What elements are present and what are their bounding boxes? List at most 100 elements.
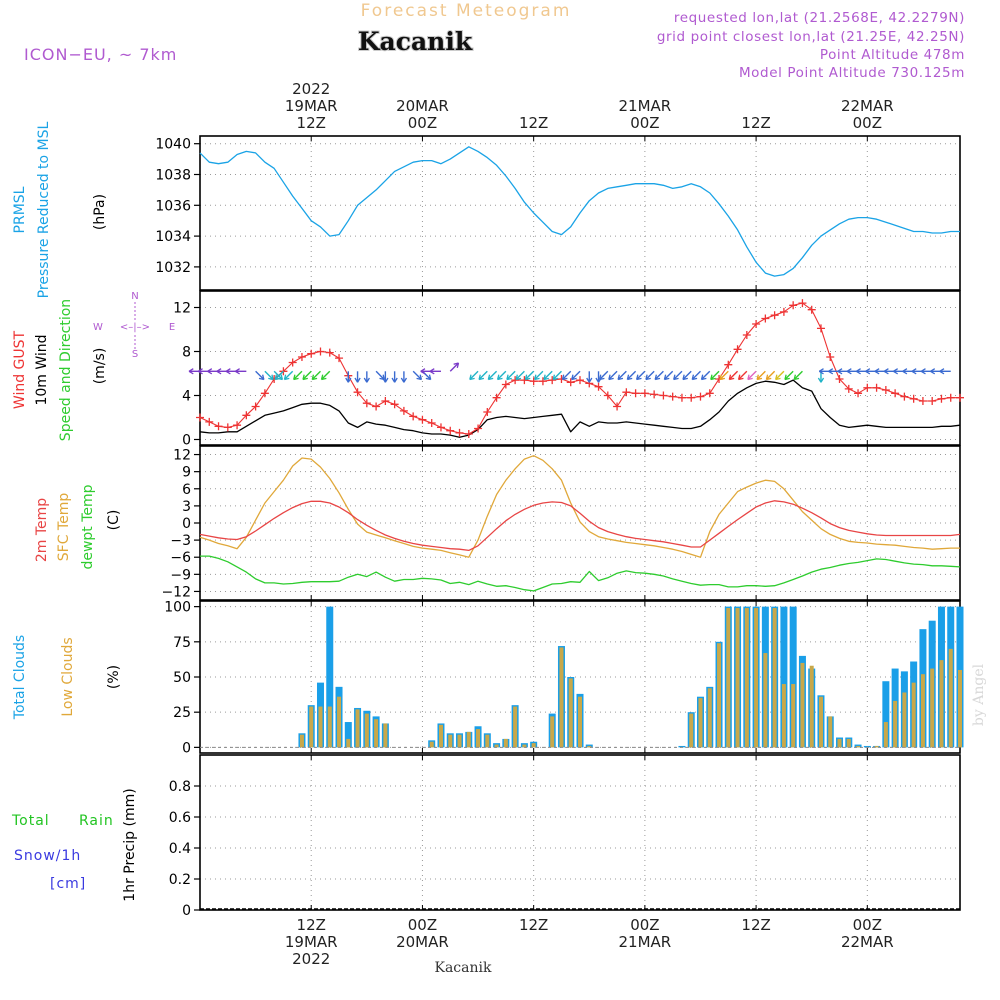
top-time-label: 2022 — [292, 80, 330, 98]
wind-gust-marker — [881, 386, 890, 394]
wind-direction-arrow — [273, 370, 283, 381]
wind-gust-marker — [733, 345, 742, 354]
top-time-label: 21MAR — [619, 97, 672, 115]
wind-direction-arrow — [636, 370, 646, 381]
wind-gust-marker — [816, 324, 825, 333]
wind-direction-arrowhead — [691, 374, 698, 381]
wind-direction-arrow — [561, 370, 572, 381]
wind-frame — [199, 290, 961, 446]
low-clouds-bar — [364, 713, 369, 748]
wind-direction-arrowhead — [737, 374, 744, 381]
wind-gust-marker — [251, 402, 260, 411]
low-clouds-bar — [800, 662, 805, 748]
temp-frame — [199, 445, 961, 601]
wind-gust-marker — [835, 375, 844, 383]
temp-ytick-label: −3 — [170, 533, 191, 549]
precip-ytick-label: 0 — [182, 903, 191, 919]
wind-direction-arrow — [264, 370, 274, 381]
precip-rain-label: Rain — [79, 813, 114, 829]
top-time-label: 00Z — [853, 114, 882, 132]
low-clouds-bar — [754, 608, 759, 748]
wind-direction-arrow — [449, 362, 459, 372]
wind-10m-label: 10m Wind — [34, 334, 50, 405]
low-clouds-bar — [578, 696, 582, 748]
wind-direction-arrowhead — [728, 374, 735, 381]
wind-gust-marker — [603, 391, 612, 400]
bottom-time-label: 2022 — [292, 950, 330, 968]
low-clouds-bar — [911, 682, 916, 748]
wind-gust-marker — [205, 417, 214, 426]
wind-direction-arrow — [524, 370, 535, 381]
wind-direction-arrowhead — [320, 374, 327, 381]
total-clouds-bar — [863, 745, 871, 748]
wind-direction-arrowhead — [626, 374, 633, 381]
wind-gust-marker — [529, 377, 538, 386]
temp-sfc-series-line — [199, 455, 960, 558]
low-clouds-bar — [920, 674, 925, 748]
low-clouds-bar — [698, 698, 703, 748]
low-clouds-bar — [550, 716, 555, 748]
pressure-name-label: PRMSL — [12, 186, 28, 233]
wind-direction-arrowhead — [382, 377, 389, 383]
wind-direction-arrowhead — [425, 374, 432, 381]
wind-direction-arrowhead — [416, 374, 423, 381]
wind-gust-marker — [260, 389, 269, 398]
bottom-time-label: 20MAR — [396, 933, 449, 951]
wind-gust-marker — [844, 384, 853, 393]
wind-direction-arrowhead — [747, 374, 753, 381]
wind-gust-marker — [761, 314, 770, 323]
wind-direction-arrow — [626, 370, 637, 381]
low-clouds-bar — [448, 734, 453, 748]
wind-direction-label: Speed and Direction — [58, 299, 74, 441]
wind-gust-marker — [668, 392, 677, 401]
wind-gust-marker — [687, 393, 696, 402]
top-time-label: 22MAR — [841, 97, 894, 115]
wind-direction-arrowhead — [506, 374, 512, 381]
clouds-ytick-label: 0 — [182, 740, 191, 756]
wind-direction-arrow — [283, 370, 294, 381]
wind-gust-marker — [353, 388, 362, 397]
wind-direction-arrow — [673, 370, 683, 381]
wind-gust-marker — [520, 376, 529, 385]
pressure-ytick-label: 1036 — [155, 198, 191, 214]
wind-direction-arrowhead — [784, 374, 790, 381]
wind-gust-marker — [576, 376, 584, 385]
precip-ytick-label: 0.4 — [169, 841, 191, 857]
wind-direction-arrowhead — [354, 377, 361, 383]
wind-gust-marker — [650, 390, 659, 399]
wind-direction-arrowhead — [719, 374, 726, 381]
wind-direction-arrowhead — [700, 374, 707, 381]
compass-east: E — [169, 322, 175, 333]
wind-gust-marker — [446, 426, 455, 435]
wind-direction-arrow — [701, 370, 711, 381]
wind-direction-arrow — [469, 370, 479, 381]
wind-gust-marker — [196, 413, 204, 422]
wind-direction-arrowhead — [598, 374, 605, 381]
wind-gust-marker — [752, 320, 761, 328]
low-clouds-bar — [466, 731, 471, 748]
low-clouds-bar — [763, 653, 768, 748]
low-clouds-bar — [513, 706, 518, 748]
wind-direction-arrow — [691, 370, 701, 381]
low-clouds-bar — [476, 729, 481, 748]
wind-ytick-label: 0 — [182, 433, 191, 449]
wind-direction-arrowhead — [855, 368, 861, 375]
wind-gust-marker — [742, 331, 751, 339]
wind-gust-marker — [381, 397, 390, 405]
wind-gust-marker — [242, 411, 251, 420]
low-clouds-bar — [559, 647, 564, 748]
location-title: Kacanik — [358, 27, 473, 56]
wind-unit-label: (m/s) — [92, 348, 108, 385]
wind-gust-marker — [854, 389, 863, 398]
temp-ytick-label: −12 — [161, 584, 191, 600]
wind-gust-marker — [705, 389, 714, 398]
top-time-label: 00Z — [630, 114, 659, 132]
wind-direction-arrow — [682, 370, 692, 381]
low-clouds-bar — [503, 738, 508, 748]
wind-direction-arrow — [599, 370, 609, 381]
bottom-time-label: 19MAR — [285, 933, 338, 951]
wind-gust-marker — [399, 406, 408, 415]
wind-direction-arrow — [515, 370, 525, 381]
wind-direction-arrow — [487, 370, 498, 381]
low-clouds-bar — [883, 722, 888, 748]
